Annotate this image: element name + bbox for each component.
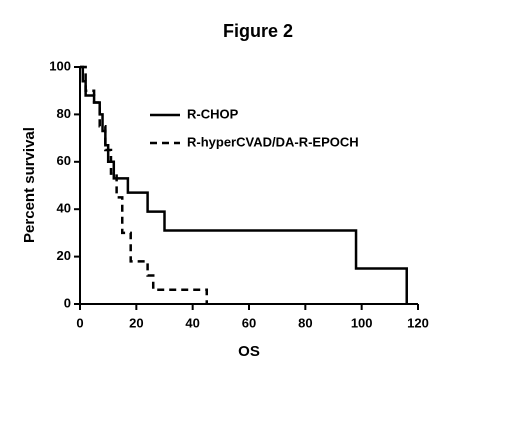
y-tick-label: 40 — [57, 201, 71, 216]
y-tick-label: 60 — [57, 153, 71, 168]
y-tick-label: 20 — [57, 248, 71, 263]
y-tick-label: 0 — [64, 295, 71, 310]
chart-title: Figure 2 — [223, 21, 293, 41]
legend-label: R-hyperCVAD/DA-R-EPOCH — [187, 134, 359, 149]
x-tick-label: 100 — [351, 315, 373, 330]
survival-line — [80, 65, 408, 304]
x-tick-label: 40 — [185, 315, 199, 330]
x-tick-label: 60 — [242, 315, 256, 330]
y-axis-label: Percent survival — [21, 127, 38, 243]
x-tick-label: 120 — [407, 315, 429, 330]
x-tick-label: 20 — [129, 315, 143, 330]
survival-line — [80, 65, 208, 304]
x-tick-label: 80 — [298, 315, 312, 330]
legend-label: R-CHOP — [187, 106, 239, 121]
y-tick-label: 80 — [57, 106, 71, 121]
y-tick-label: 100 — [49, 58, 71, 73]
x-axis-label: OS — [238, 343, 260, 360]
x-tick-label: 0 — [76, 315, 83, 330]
